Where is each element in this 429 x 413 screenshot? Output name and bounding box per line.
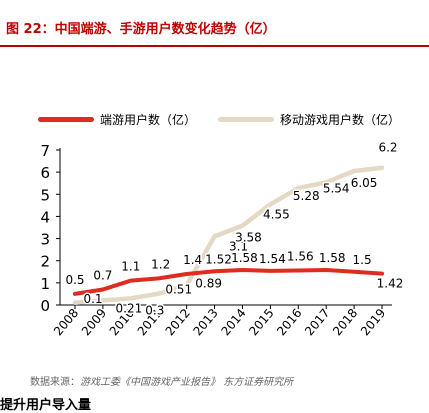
data-label-pc: 1.2 bbox=[151, 257, 170, 271]
y-tick-label: 3 bbox=[40, 231, 50, 249]
x-tick-label: 2014 bbox=[218, 306, 248, 338]
data-label-pc: 1.1 bbox=[121, 260, 140, 274]
data-label-pc: 1.56 bbox=[287, 249, 314, 263]
data-label-pc: 1.58 bbox=[319, 251, 346, 265]
x-tick-label: 2012 bbox=[163, 306, 193, 338]
data-label-pc: 1.52 bbox=[205, 252, 232, 266]
x-tick-label: 2019 bbox=[358, 306, 388, 338]
data-source: 数据来源：游戏工委《中国游戏产业报告》 东方证券研究所 bbox=[30, 373, 293, 388]
y-tick-label: 2 bbox=[40, 253, 50, 271]
data-label-pc: 0.5 bbox=[65, 273, 84, 287]
data-label-mobile: 6.05 bbox=[351, 176, 378, 190]
y-tick-label: 6 bbox=[40, 164, 50, 182]
x-tick-label: 2013 bbox=[190, 306, 220, 338]
data-label-pc: 1.5 bbox=[353, 253, 372, 267]
data-label-mobile: 5.28 bbox=[293, 189, 320, 203]
source-text: 游戏工委《中国游戏产业报告》 东方证券研究所 bbox=[80, 377, 293, 388]
data-label-pc: 1.4 bbox=[183, 253, 202, 267]
data-label-pc: 1.42 bbox=[377, 277, 404, 291]
data-label-mobile: 3.58 bbox=[235, 231, 262, 245]
data-label-mobile: 4.55 bbox=[263, 207, 290, 221]
data-label-mobile: 0.21 bbox=[116, 301, 143, 315]
x-tick-label: 2009 bbox=[79, 306, 109, 338]
data-label-mobile: 0.51 bbox=[165, 283, 192, 297]
data-label-mobile: 5.54 bbox=[323, 181, 350, 195]
y-tick-label: 5 bbox=[40, 186, 50, 204]
x-tick-label: 2016 bbox=[274, 306, 304, 338]
data-label-pc: 0.7 bbox=[93, 269, 112, 283]
x-tick-label: 2017 bbox=[302, 306, 332, 338]
source-prefix: 数据来源： bbox=[30, 377, 80, 388]
x-tick-label: 2018 bbox=[330, 306, 360, 338]
y-tick-label: 1 bbox=[40, 275, 50, 293]
data-label-mobile: 0.89 bbox=[195, 276, 222, 290]
data-label-mobile: 6.2 bbox=[378, 141, 397, 155]
data-label-pc: 1.54 bbox=[259, 252, 286, 266]
data-label-mobile: 0.3 bbox=[145, 303, 164, 317]
y-tick-label: 0 bbox=[40, 297, 50, 315]
x-tick-label: 2008 bbox=[51, 306, 81, 338]
y-tick-label: 7 bbox=[40, 142, 50, 160]
data-label-mobile: 0.1 bbox=[83, 292, 102, 306]
x-tick-label: 2015 bbox=[246, 306, 276, 338]
y-tick-label: 4 bbox=[40, 208, 50, 226]
next-section-heading: 提升用户导入量 bbox=[0, 394, 91, 413]
